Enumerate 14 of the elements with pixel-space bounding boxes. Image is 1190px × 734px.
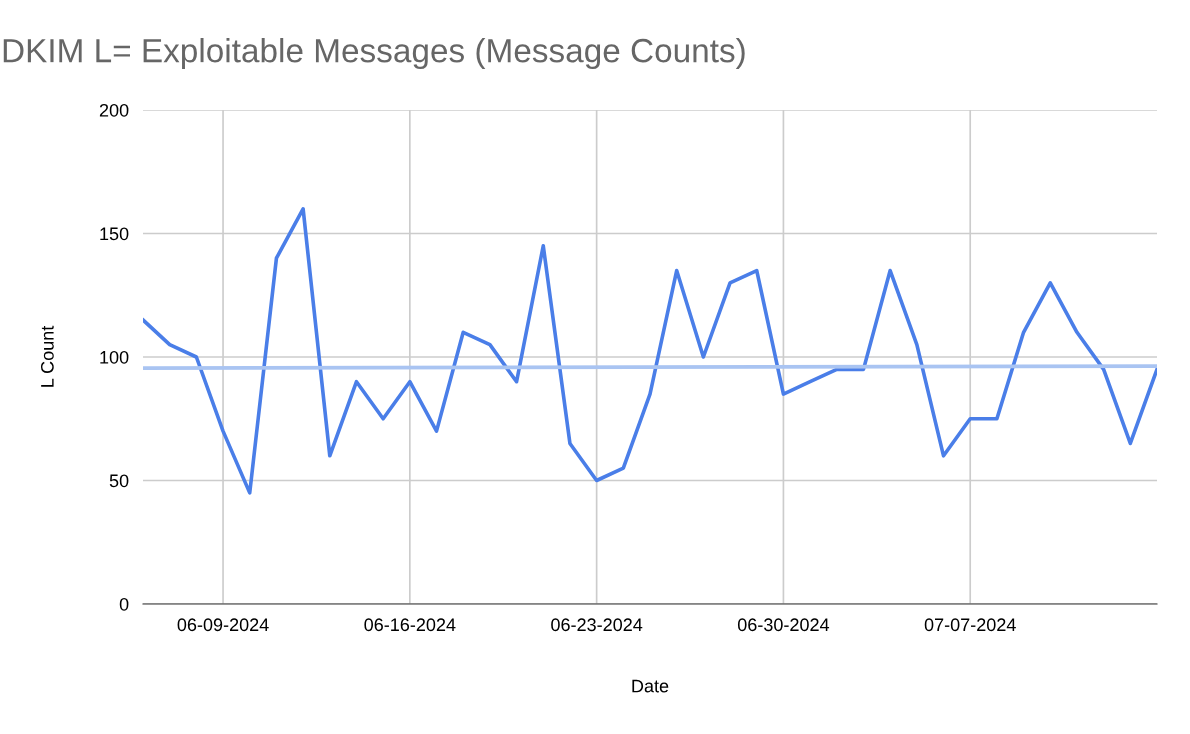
y-tick-label: 100: [100, 350, 129, 364]
y-axis-title: L Count: [40, 325, 54, 387]
x-tick-label: 06-16-2024: [364, 618, 456, 632]
chart-title: DKIM L= Exploitable Messages (Message Counts): [3, 37, 745, 70]
y-tick-label: 0: [119, 597, 129, 611]
x-tick-label: 06-09-2024: [177, 618, 269, 632]
y-tick-label: 150: [100, 227, 129, 241]
y-tick-label: 200: [99, 103, 129, 117]
x-tick-label: 06-23-2024: [551, 618, 643, 632]
x-tick-label: 06-30-2024: [737, 618, 830, 632]
y-tick-label: 50: [109, 474, 129, 488]
x-axis-title: Date: [632, 679, 669, 693]
line-series: [143, 206, 1157, 495]
x-tick-label: 07-07-2024: [924, 618, 1016, 632]
